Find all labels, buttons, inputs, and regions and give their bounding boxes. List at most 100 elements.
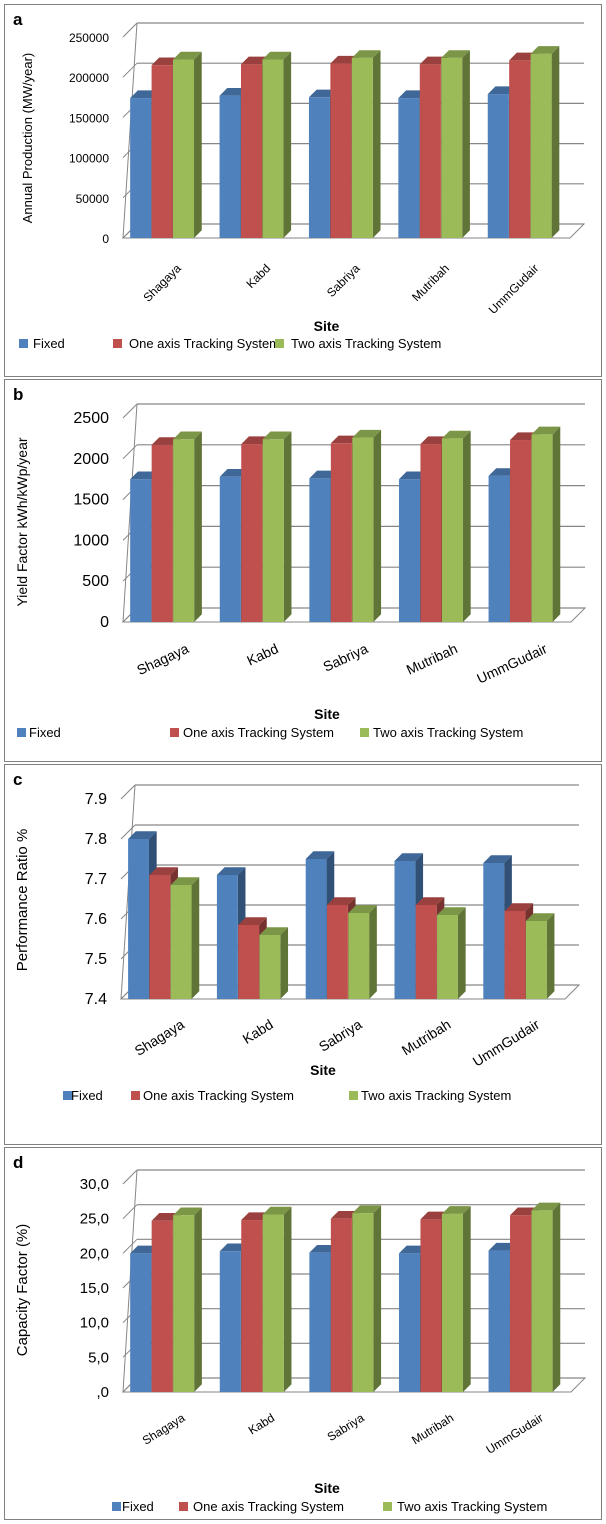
bar-top-face — [531, 1202, 561, 1211]
bar-front-face — [394, 861, 416, 999]
chart-panel-a: a 0 50000 100000 150000 200000 250000 Shagaya Ka… — [4, 4, 602, 377]
legend-label: Two axis Tracking System — [397, 1499, 547, 1514]
legend-label: Fixed — [71, 1088, 103, 1103]
legend-label: One axis Tracking System — [193, 1499, 344, 1514]
bar-top-face — [483, 855, 512, 863]
bar-front-face — [305, 859, 327, 999]
axis-wall-edge — [122, 22, 138, 239]
bar-front-face — [398, 1253, 421, 1392]
y-tick-label: 250000 — [69, 31, 109, 45]
panel-label: c — [13, 770, 22, 789]
bar-front-face — [351, 57, 373, 239]
bar-d-Mutribah-2 — [441, 1206, 471, 1392]
y-tick-label: 150000 — [69, 111, 109, 125]
legend-swatch — [383, 1502, 392, 1511]
bar-front-face — [488, 475, 510, 622]
legend-swatch — [275, 339, 284, 348]
legend-swatch — [17, 728, 26, 737]
bar-front-face — [437, 915, 458, 999]
y-tick-label: 0 — [100, 614, 109, 631]
y-axis-label: Performance Ratio % — [14, 829, 31, 972]
bar-top-face — [525, 913, 555, 921]
bar-front-face — [309, 478, 331, 622]
bar-side-face — [194, 51, 202, 239]
bar-front-face — [130, 98, 152, 238]
x-tick-label: Shagaya — [140, 1410, 188, 1447]
y-axis-label: Annual Production (MW/year) — [20, 53, 35, 224]
gridline-connector — [122, 444, 138, 460]
x-tick-label: UmmGudair — [474, 640, 549, 687]
bar-front-face — [216, 875, 238, 999]
bar-front-face — [151, 65, 173, 238]
bar-side-face — [369, 905, 377, 999]
bar-top-face — [149, 867, 178, 875]
bar-front-face — [352, 437, 374, 622]
bar-top-face — [173, 1207, 202, 1216]
x-tick-label: Kabd — [244, 261, 274, 291]
bar-top-face — [216, 867, 246, 875]
legend-swatch — [131, 1091, 140, 1100]
y-tick-label: 50000 — [76, 192, 110, 206]
bar-top-face — [305, 851, 335, 859]
y-tick-label: 0 — [102, 232, 109, 246]
bar-d-Kabd-2 — [262, 1206, 292, 1392]
y-tick-label: 7.7 — [85, 871, 107, 888]
bar-front-face — [240, 64, 262, 238]
bar-front-face — [509, 60, 531, 238]
bar-a-Kabd-2 — [262, 51, 292, 239]
bar-top-face — [352, 1205, 382, 1214]
bar-front-face — [241, 1220, 263, 1392]
bar-top-face — [531, 426, 561, 435]
legend-swatch — [19, 339, 28, 348]
x-tick-label: Sabriya — [320, 640, 370, 675]
bar-side-face — [373, 429, 382, 622]
legend-swatch — [170, 728, 179, 737]
bar-b-Mutribah-2 — [441, 430, 471, 622]
y-tick-label: 200000 — [69, 71, 109, 85]
bar-front-face — [531, 434, 553, 622]
bar-top-face — [415, 897, 445, 905]
bar-top-face — [352, 429, 382, 438]
chart-svg-a: a 0 50000 100000 150000 200000 250000 Shagaya Ka… — [13, 10, 586, 351]
legend-label: Fixed — [33, 336, 65, 351]
chart-svg-b: b 0 500 1000 1500 2000 2500 Shagaya Kabd Sabriya M… — [13, 385, 587, 740]
x-axis-label: Site — [310, 1062, 336, 1078]
x-tick-label: Mutribah — [409, 1411, 456, 1448]
bar-side-face — [280, 927, 289, 999]
legend-label: Fixed — [122, 1499, 154, 1514]
y-tick-label: 20,0 — [80, 1245, 109, 1262]
x-tick-label: UmmGudair — [470, 1016, 543, 1070]
bar-front-face — [219, 1251, 241, 1392]
axis-wall-edge — [120, 784, 136, 1000]
bar-top-face — [394, 853, 424, 861]
bar-front-face — [441, 1213, 463, 1392]
y-tick-label: 2000 — [73, 451, 109, 468]
legend-label: One axis Tracking System — [129, 336, 280, 351]
bar-side-face — [552, 1202, 561, 1392]
bar-front-face — [398, 98, 420, 238]
y-tick-label: 25,0 — [80, 1211, 109, 1228]
bar-front-face — [483, 863, 505, 999]
bar-b-UmmGudair-2 — [531, 426, 561, 622]
legend-label: Fixed — [29, 725, 61, 740]
bar-front-face — [173, 1215, 195, 1392]
legend-label: Two axis Tracking System — [373, 725, 523, 740]
x-axis-label: Site — [314, 318, 340, 334]
bar-front-face — [348, 913, 370, 999]
legend-swatch — [113, 339, 122, 348]
x-tick-label: Mutribah — [409, 261, 452, 304]
gridline-connector — [122, 403, 138, 419]
y-tick-label: 7.9 — [85, 791, 107, 808]
bar-top-face — [170, 877, 200, 885]
bar-front-face — [441, 438, 463, 622]
bar-front-face — [241, 444, 263, 622]
bar-front-face — [531, 1210, 553, 1392]
axis-wall-edge — [122, 403, 138, 623]
bar-b-Kabd-2 — [262, 431, 292, 622]
panel-label: a — [13, 10, 23, 29]
bar-top-face — [259, 927, 289, 935]
x-tick-label: Shagaya — [140, 261, 184, 305]
bar-front-face — [330, 1218, 352, 1392]
bar-top-face — [326, 897, 356, 905]
bar-d-UmmGudair-2 — [531, 1202, 561, 1392]
